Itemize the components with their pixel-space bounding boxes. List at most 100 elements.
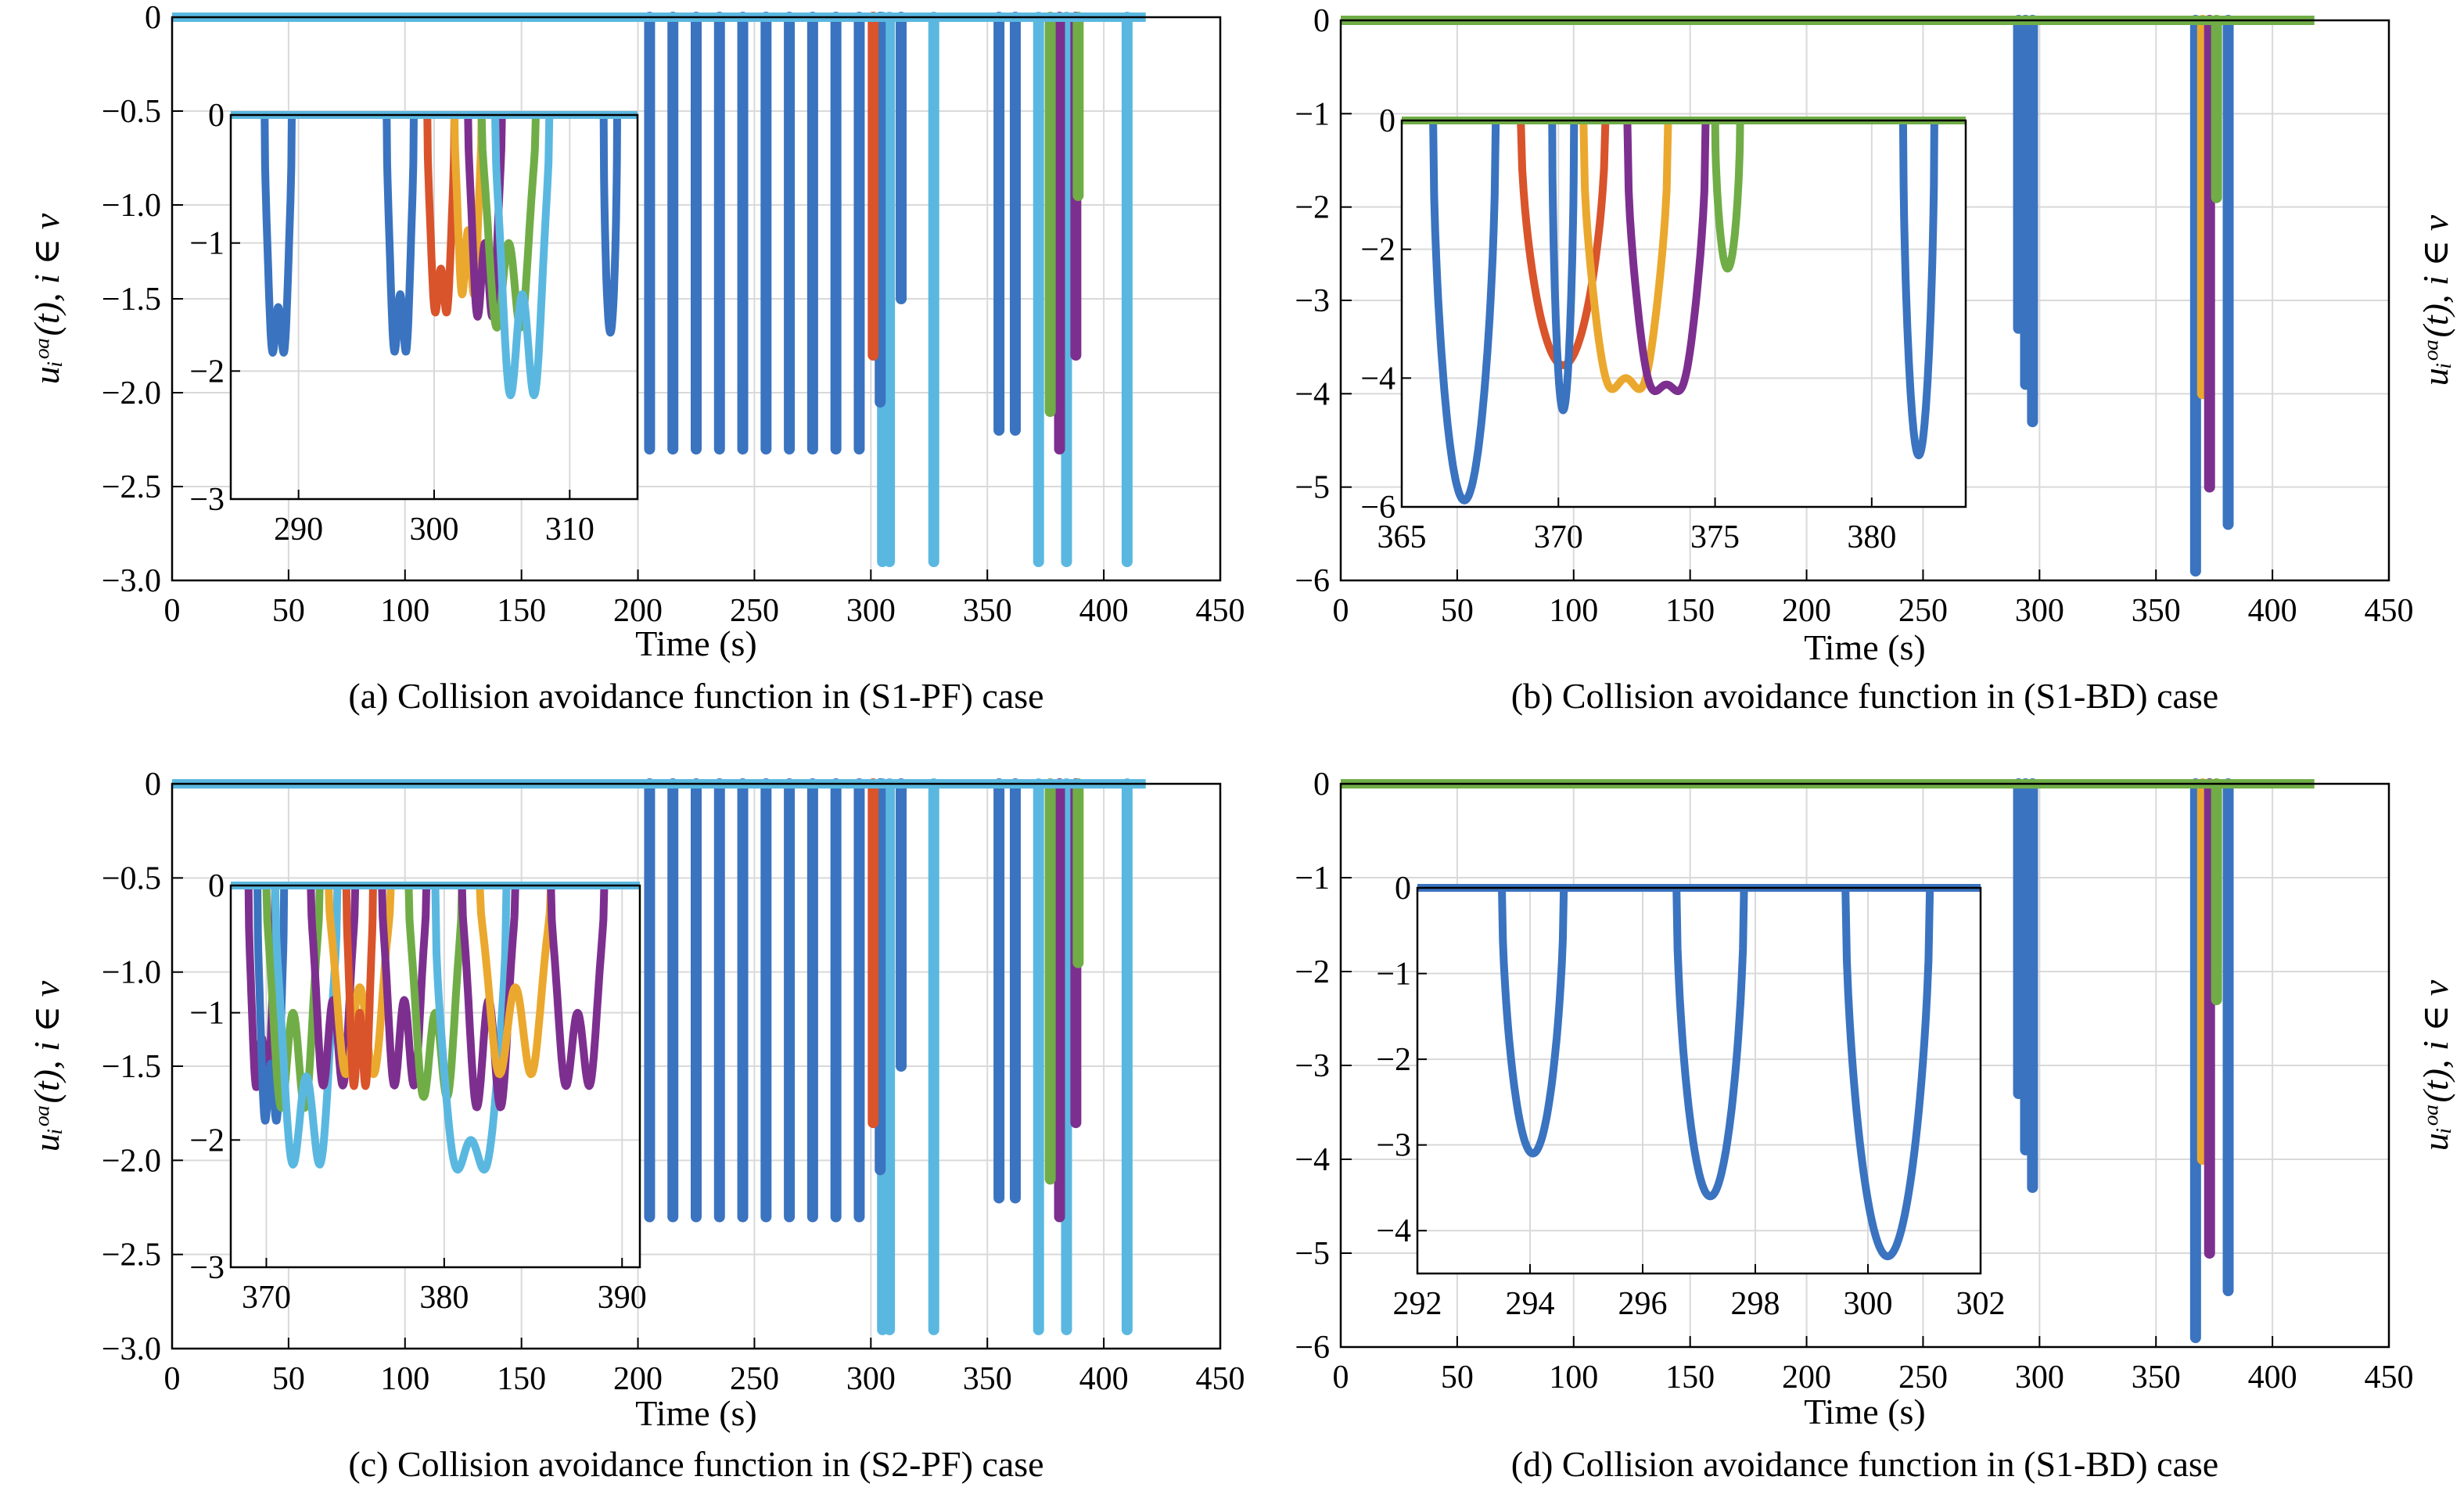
inset-y-tick-label: 0 xyxy=(1379,103,1395,139)
inset-x-tick-label: 292 xyxy=(1393,1286,1442,1322)
x-tick-label: 300 xyxy=(846,593,896,629)
x-tick-label: 200 xyxy=(1782,593,1831,629)
inset-x-tick-label: 300 xyxy=(410,512,459,548)
inset-series-green xyxy=(1711,117,1744,273)
y-tick-label: 0 xyxy=(1313,3,1330,39)
inset-y-tick-label: −4 xyxy=(1360,361,1395,397)
x-tick-label: 350 xyxy=(2132,593,2181,629)
y-tick-label: −1.5 xyxy=(102,282,161,318)
x-tick-label: 50 xyxy=(1441,593,1474,629)
x-tick-label: 0 xyxy=(164,1361,181,1397)
inset-b: 365 370 375 380 0 −2 −4 −6 xyxy=(1360,103,1967,555)
inset-y-tick-label: −2 xyxy=(189,1123,224,1159)
x-tick-label: 0 xyxy=(164,593,181,629)
x-tick-label: 100 xyxy=(380,1361,429,1397)
inset-series-blue xyxy=(1841,884,1934,1261)
y-axis-label: uᵢᵒᵃ(t), i ∈ ν xyxy=(27,980,66,1151)
x-tick-label: 250 xyxy=(1898,1360,1948,1396)
y-tick-label: −2.5 xyxy=(102,1238,161,1273)
y-tick-label: −1.5 xyxy=(102,1049,161,1085)
inset-x-tick-label: 310 xyxy=(545,512,594,548)
x-tick-label: 200 xyxy=(613,1361,663,1397)
inset-series-purple xyxy=(1623,117,1710,396)
x-tick-label: 100 xyxy=(1549,1360,1598,1396)
inset-a: 290 300 310 0 −1 −2 −3 xyxy=(189,98,639,548)
x-tick-label: 350 xyxy=(963,593,1012,629)
x-tick-label: 300 xyxy=(2015,593,2064,629)
inset-series-orange xyxy=(1579,117,1672,393)
y-tick-label: −3.0 xyxy=(102,1331,161,1367)
y-tick-label: −1 xyxy=(1295,860,1330,896)
inset-x-tick-label: 294 xyxy=(1506,1286,1555,1322)
inset-y-tick-label: 0 xyxy=(208,98,224,134)
inset-frame xyxy=(1416,886,1982,1275)
y-tick-label: 0 xyxy=(145,0,161,36)
x-tick-label: 250 xyxy=(730,1361,779,1397)
inset-y-tick-label: −1 xyxy=(1376,957,1411,993)
x-tick-label: 200 xyxy=(1782,1360,1831,1396)
panel-caption: (d) Collision avoidance function in (S1-… xyxy=(1511,1444,2218,1484)
y-tick-label: 0 xyxy=(145,767,161,803)
inset-x-tick-label: 302 xyxy=(1956,1286,2006,1322)
y-tick-label: −0.5 xyxy=(102,94,161,130)
x-axis-label: Time (s) xyxy=(635,623,757,663)
inset-x-tick-label: 380 xyxy=(1847,519,1896,555)
inset-y-tick-label: 0 xyxy=(208,868,224,904)
inset-y-tick-label: −6 xyxy=(1360,490,1395,526)
inset-series-blue xyxy=(1898,117,1938,460)
inset-y-tick-label: −3 xyxy=(189,482,224,518)
inset-series-green xyxy=(404,882,466,1101)
plot-frame xyxy=(1339,19,2390,582)
inset-x-tick-label: 370 xyxy=(1534,519,1583,555)
x-tick-label: 250 xyxy=(730,593,779,629)
inset-y-tick-label: −2 xyxy=(189,354,224,390)
inset-series-cyan xyxy=(491,111,554,400)
inset-y-tick-label: 0 xyxy=(1395,871,1411,907)
y-tick-label: −4 xyxy=(1295,376,1330,412)
y-axis-label: uᵢᵒᵃ(t), i ∈ ν xyxy=(27,213,66,384)
panel-c: 0 50 100 150 200 250 300 350 400 450 0 −0.5 −1.0 −1.5… xyxy=(27,767,1245,1484)
inset-series-blue xyxy=(599,111,621,337)
x-tick-label: 300 xyxy=(2015,1360,2064,1396)
x-tick-label: 400 xyxy=(1079,593,1129,629)
inset-y-tick-label: −4 xyxy=(1376,1213,1411,1249)
y-tick-label: −2 xyxy=(1295,954,1330,990)
inset-x-tick-label: 390 xyxy=(598,1280,647,1316)
y-axis-label: uᵢᵒᵃ(t), i ∈ ν xyxy=(2416,214,2455,386)
inset-x-tick-label: 296 xyxy=(1618,1286,1668,1322)
y-tick-label: −1 xyxy=(1295,96,1330,132)
x-tick-label: 100 xyxy=(1549,593,1598,629)
inset-series-green xyxy=(262,882,324,1112)
y-tick-label: 0 xyxy=(1313,767,1330,803)
y-tick-label: −2 xyxy=(1295,190,1330,226)
x-tick-label: 450 xyxy=(2365,593,2414,629)
inset-series-orange xyxy=(451,111,486,299)
inset-series-orange xyxy=(476,882,555,1079)
inset-y-tick-label: −3 xyxy=(1376,1128,1411,1164)
panel-b: 0 50 100 150 200 250 300 350 400 450 0 −1 −2 −3 −4 −5 −6… xyxy=(1295,3,2455,716)
plot-frame xyxy=(171,782,1222,1350)
inset-series-orange xyxy=(325,882,395,1079)
y-tick-label: −2.0 xyxy=(102,375,161,411)
panel-a: 0 50 100 150 200 250 300 350 400 450 0 −0.5 −1.0 −1.5… xyxy=(27,0,1245,716)
y-tick-label: −3.0 xyxy=(102,563,161,599)
y-tick-label: −0.5 xyxy=(102,860,161,896)
x-tick-label: 400 xyxy=(2248,1360,2297,1396)
inset-x-tick-label: 375 xyxy=(1690,519,1740,555)
x-axis-label: Time (s) xyxy=(1804,1392,1926,1432)
panel-caption: (c) Collision avoidance function in (S2-… xyxy=(348,1444,1043,1484)
y-tick-label: −4 xyxy=(1295,1142,1330,1178)
inset-series-blue xyxy=(383,111,418,356)
inset-x-tick-label: 365 xyxy=(1377,519,1427,555)
x-axis-label: Time (s) xyxy=(635,1393,757,1433)
inset-series-blue xyxy=(260,111,296,357)
inset-frame xyxy=(229,884,641,1269)
y-tick-label: −1.0 xyxy=(102,188,161,224)
x-tick-label: 0 xyxy=(1333,1360,1349,1396)
x-tick-label: 50 xyxy=(1441,1360,1474,1396)
inset-series-cyan xyxy=(271,882,342,1169)
x-tick-label: 200 xyxy=(613,593,663,629)
inset-d: 292 294 296 298 300 302 0 −1 −2 −3 −4 xyxy=(1376,871,2005,1322)
inset-y-tick-label: −2 xyxy=(1360,232,1395,268)
inset-series-red xyxy=(342,882,377,1090)
